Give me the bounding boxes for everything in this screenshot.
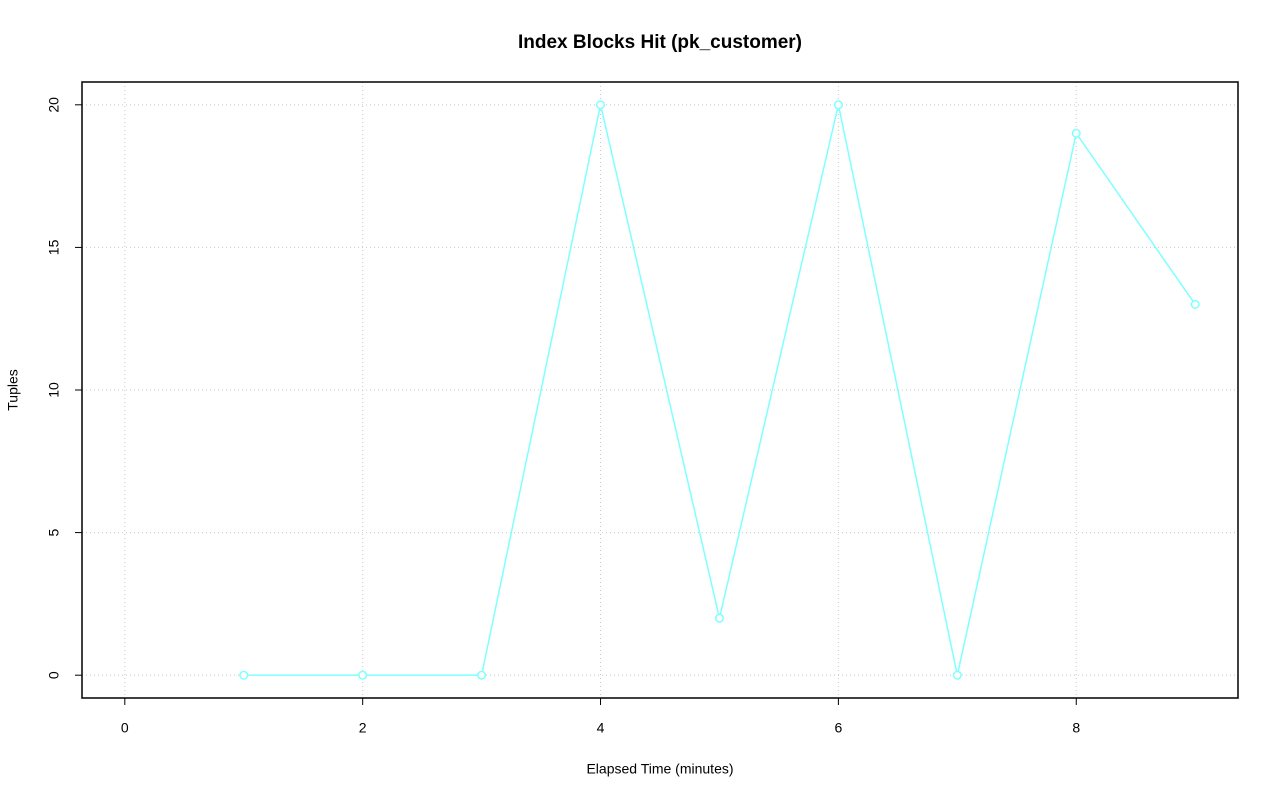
x-tick-label: 2 — [359, 720, 367, 736]
x-axis-label: Elapsed Time (minutes) — [586, 761, 733, 777]
data-point — [595, 100, 606, 110]
data-point — [1190, 299, 1200, 309]
y-tick-label: 10 — [46, 382, 62, 398]
x-tick-label: 4 — [597, 720, 605, 736]
data-point — [239, 670, 249, 680]
data-point — [952, 670, 962, 680]
x-tick-label: 0 — [121, 720, 129, 736]
y-tick-label: 0 — [46, 671, 62, 679]
y-tick-label: 5 — [46, 528, 62, 536]
chart-title: Index Blocks Hit (pk_customer) — [518, 32, 802, 53]
x-tick-label: 8 — [1072, 720, 1080, 736]
data-point — [1071, 128, 1081, 138]
data-point — [833, 100, 843, 110]
plot-frame — [81, 81, 1239, 699]
data-point — [358, 670, 368, 680]
y-tick-label: 20 — [46, 97, 62, 113]
y-axis-label: Tuples — [5, 369, 21, 411]
x-tick-label: 6 — [834, 720, 842, 736]
data-point — [477, 670, 487, 680]
y-tick-label: 15 — [46, 239, 62, 255]
data-point — [714, 613, 725, 623]
